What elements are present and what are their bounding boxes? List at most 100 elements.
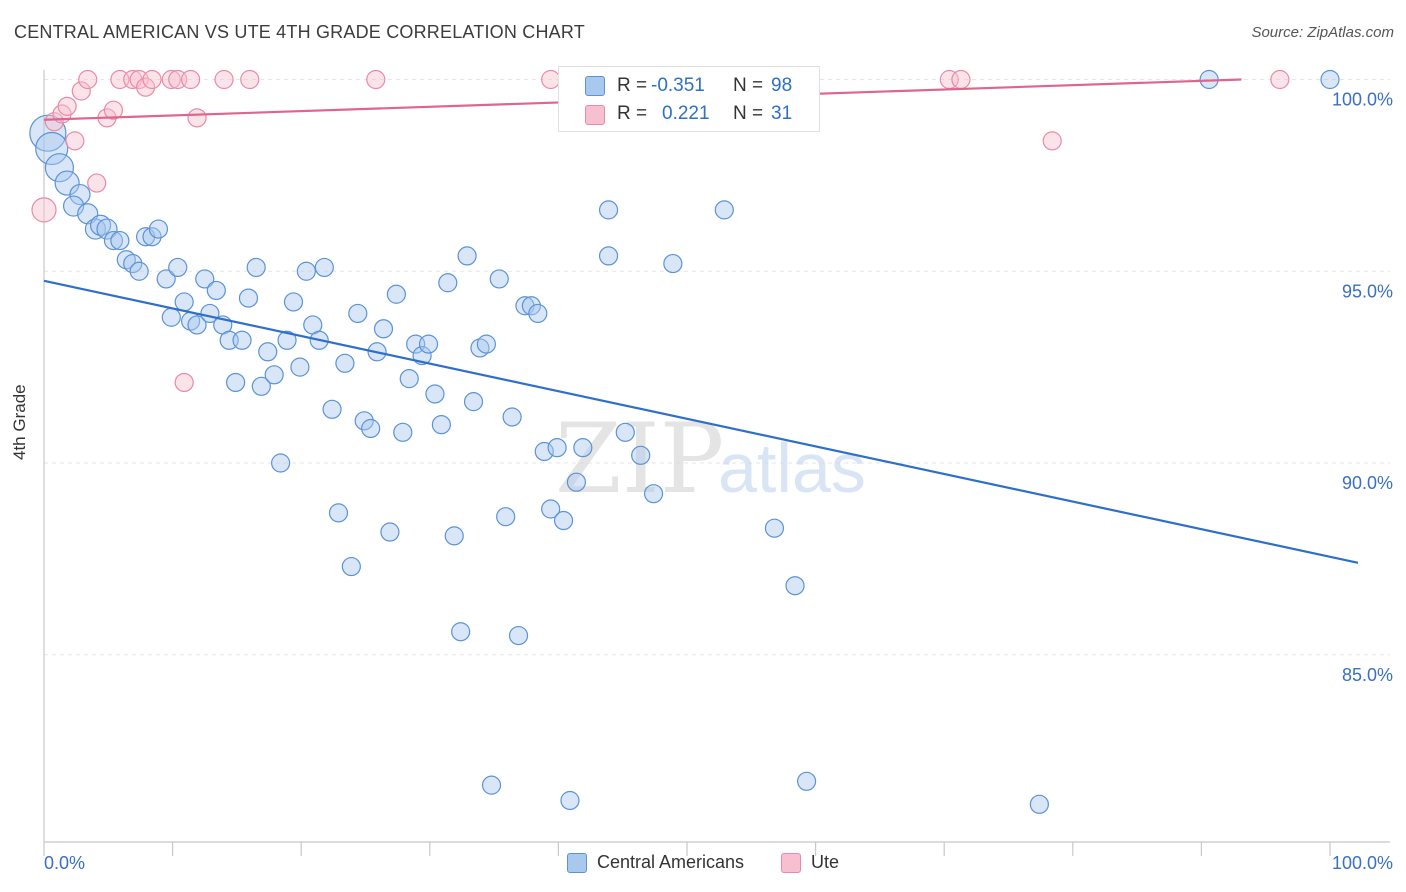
stats-swatch-pink — [585, 105, 605, 125]
data-point — [78, 69, 98, 90]
data-point — [283, 292, 304, 312]
stats-swatch-blue — [585, 76, 605, 96]
data-point — [31, 197, 57, 223]
data-point — [71, 81, 91, 101]
data-point — [103, 230, 124, 251]
data-point — [496, 507, 516, 527]
legend-item-central-americans[interactable]: Central Americans — [566, 852, 745, 873]
data-point — [161, 69, 181, 90]
data-point — [393, 422, 413, 442]
data-point — [89, 214, 112, 236]
data-point — [277, 330, 297, 350]
data-point — [135, 77, 156, 97]
stats-n-value: 31 — [771, 103, 793, 124]
data-point — [54, 170, 80, 196]
data-point — [44, 112, 64, 132]
data-point — [187, 108, 207, 128]
stats-n-value: 98 — [771, 75, 793, 96]
data-point — [195, 269, 215, 289]
data-point — [951, 69, 971, 90]
chart-title: CENTRAL AMERICAN VS UTE 4TH GRADE CORREL… — [14, 22, 585, 42]
data-point — [238, 288, 259, 308]
data-point — [528, 303, 548, 324]
data-point — [508, 625, 529, 646]
data-point — [380, 522, 400, 542]
data-point — [418, 334, 439, 354]
data-point — [521, 296, 541, 316]
data-point — [1320, 69, 1340, 90]
stats-r-label: R = — [617, 75, 648, 96]
data-point — [341, 556, 361, 577]
data-point — [335, 353, 355, 373]
y-tick-label: 85.0% — [1342, 665, 1393, 685]
data-point — [1029, 794, 1049, 814]
y-tick-labels: 100.0% 95.0% 90.0% 85.0% — [1332, 90, 1393, 685]
data-point — [65, 131, 85, 151]
data-point — [547, 438, 567, 458]
data-point — [328, 503, 349, 523]
data-point — [161, 307, 181, 327]
data-point — [489, 269, 509, 289]
data-point — [96, 218, 118, 240]
data-point — [314, 257, 334, 278]
data-point — [1270, 69, 1290, 90]
data-point — [168, 257, 188, 278]
data-point — [156, 269, 176, 289]
data-point — [714, 200, 734, 220]
data-point — [174, 372, 194, 393]
data-point — [481, 775, 502, 795]
data-point — [1042, 131, 1062, 151]
legend: Central Americans Ute — [0, 852, 1406, 878]
y-tick-label: 100.0% — [1332, 90, 1393, 110]
data-point — [764, 518, 785, 538]
source-label: Source: ZipAtlas.com — [1251, 24, 1394, 41]
data-point — [444, 526, 464, 546]
data-point — [174, 292, 194, 312]
data-point — [663, 253, 683, 274]
data-point — [366, 69, 386, 90]
data-point — [566, 472, 587, 492]
data-point — [796, 771, 817, 791]
data-point — [451, 622, 471, 642]
legend-item-ute[interactable]: Ute — [781, 852, 839, 873]
data-point — [438, 273, 458, 293]
trend-line-central-americans — [43, 279, 1359, 564]
data-point — [425, 384, 445, 404]
data-point — [35, 131, 69, 166]
data-point — [541, 69, 561, 90]
data-point — [598, 200, 619, 220]
data-point — [258, 342, 278, 362]
data-point — [69, 183, 91, 206]
data-point — [181, 69, 201, 90]
data-point — [553, 510, 574, 531]
data-point — [251, 376, 271, 396]
series-central-americans — [29, 69, 1340, 814]
data-point — [463, 392, 484, 412]
data-point — [148, 219, 169, 239]
data-point — [573, 438, 593, 458]
legend-swatch-blue — [566, 852, 587, 873]
data-point — [226, 372, 246, 393]
data-point — [361, 418, 381, 439]
data-point — [502, 407, 522, 427]
data-point — [615, 422, 635, 442]
x-tick-label: 0.0% — [44, 853, 85, 873]
stats-r-value: 0.221 — [662, 103, 710, 124]
y-tick-label: 90.0% — [1342, 473, 1393, 493]
data-point — [643, 484, 664, 504]
data-point — [386, 284, 406, 304]
data-point — [476, 334, 496, 354]
axes — [43, 70, 1390, 856]
data-point — [785, 576, 805, 596]
data-point — [142, 69, 162, 90]
data-point — [129, 261, 149, 281]
data-point — [296, 261, 316, 281]
legend-label: Central Americans — [596, 852, 745, 872]
stats-r-label: R = — [617, 103, 648, 124]
y-tick-label: 95.0% — [1342, 281, 1393, 301]
data-point — [348, 303, 368, 324]
stats-n-label: N = — [733, 75, 764, 96]
grid — [44, 79, 1390, 656]
data-point — [246, 257, 266, 278]
